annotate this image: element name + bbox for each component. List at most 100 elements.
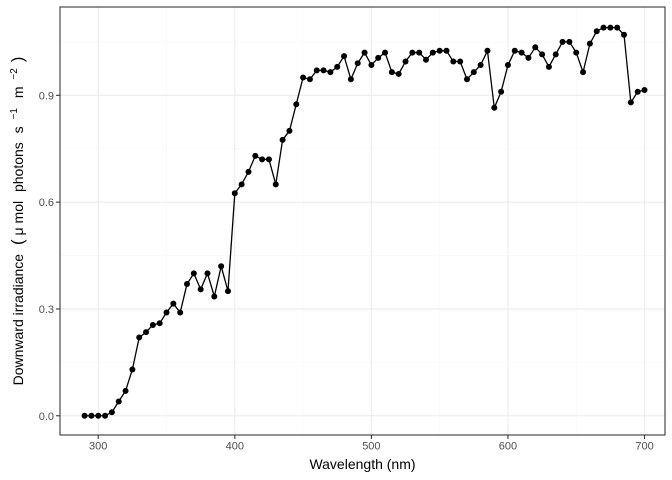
data-point bbox=[580, 69, 587, 76]
data-point bbox=[88, 412, 95, 419]
data-point bbox=[143, 329, 150, 336]
y-axis-title-m: m bbox=[10, 86, 26, 98]
data-point bbox=[614, 24, 621, 31]
data-point bbox=[231, 190, 238, 197]
data-point bbox=[252, 152, 259, 159]
data-point bbox=[320, 67, 327, 74]
data-point bbox=[177, 309, 184, 316]
data-point bbox=[313, 67, 320, 74]
x-tick-label: 600 bbox=[499, 441, 517, 453]
data-point bbox=[190, 270, 197, 277]
data-point bbox=[306, 76, 313, 83]
data-point bbox=[245, 168, 252, 175]
data-point bbox=[272, 181, 279, 188]
data-point bbox=[108, 409, 115, 416]
y-axis-title-s-exp: −1 bbox=[9, 108, 20, 120]
data-point bbox=[347, 76, 354, 83]
data-point bbox=[634, 88, 641, 95]
y-axis-title-s: s bbox=[10, 126, 26, 133]
data-point bbox=[334, 63, 341, 70]
data-point bbox=[327, 69, 334, 76]
data-point bbox=[429, 49, 436, 56]
data-point bbox=[211, 293, 218, 300]
x-axis-ticks: 300 400 500 600 700 bbox=[89, 435, 654, 453]
data-point bbox=[259, 156, 266, 163]
data-point bbox=[409, 49, 416, 56]
data-point bbox=[545, 63, 552, 70]
y-axis-title-prefix: Downward irradiance bbox=[10, 254, 26, 386]
data-point bbox=[621, 31, 628, 38]
data-point bbox=[559, 38, 566, 45]
data-point bbox=[122, 387, 129, 394]
points-layer bbox=[81, 24, 648, 419]
data-point bbox=[470, 69, 477, 76]
data-point bbox=[450, 58, 457, 65]
major-gridlines bbox=[60, 7, 665, 435]
data-point bbox=[170, 300, 177, 307]
y-axis-title-mu: μ bbox=[10, 227, 26, 235]
y-tick-label: 0.3 bbox=[39, 304, 54, 316]
data-point bbox=[354, 60, 361, 67]
data-point bbox=[463, 76, 470, 83]
data-point bbox=[566, 38, 573, 45]
data-point bbox=[388, 69, 395, 76]
data-point bbox=[600, 24, 607, 31]
panel-border bbox=[59, 6, 666, 436]
data-point bbox=[593, 28, 600, 35]
data-point bbox=[300, 74, 307, 81]
y-tick-label: 0.9 bbox=[39, 90, 54, 102]
data-point bbox=[457, 58, 464, 65]
x-axis-title: Wavelength (nm) bbox=[309, 456, 415, 472]
data-point bbox=[204, 270, 211, 277]
data-point bbox=[641, 86, 648, 93]
data-point bbox=[341, 53, 348, 60]
data-point bbox=[81, 412, 88, 419]
data-point bbox=[286, 127, 293, 134]
data-point bbox=[477, 62, 484, 69]
data-point bbox=[163, 309, 170, 316]
data-point bbox=[361, 49, 368, 56]
data-point bbox=[129, 366, 136, 373]
data-point bbox=[368, 62, 375, 69]
y-axis-title: Downward irradiance ( μ mol photons s −1… bbox=[4, 57, 27, 386]
data-point bbox=[156, 320, 163, 327]
data-point bbox=[265, 156, 272, 163]
y-axis-title-photons: photons bbox=[10, 142, 26, 192]
y-axis-ticks: 0.0 0.3 0.6 0.9 bbox=[39, 90, 60, 423]
y-axis-title-paren-open: ( bbox=[8, 239, 27, 245]
data-point bbox=[402, 58, 409, 65]
data-point bbox=[184, 281, 191, 288]
data-point bbox=[102, 412, 109, 419]
y-axis-title-paren-close: ) bbox=[8, 57, 27, 63]
data-point bbox=[136, 334, 143, 341]
data-point bbox=[491, 104, 498, 111]
data-point bbox=[395, 70, 402, 77]
minor-gridlines bbox=[60, 7, 665, 435]
data-point bbox=[224, 288, 231, 295]
data-point bbox=[423, 56, 429, 63]
data-point bbox=[627, 99, 634, 106]
y-tick-label: 0.0 bbox=[39, 411, 54, 423]
x-tick-label: 300 bbox=[89, 441, 107, 453]
data-point bbox=[573, 49, 580, 56]
data-point bbox=[382, 49, 389, 56]
data-point bbox=[586, 40, 593, 47]
y-axis-title-mol: mol bbox=[10, 201, 26, 224]
data-point bbox=[518, 49, 525, 56]
data-point bbox=[511, 47, 518, 54]
y-axis-title-m-exp: −2 bbox=[9, 68, 20, 80]
series-layer bbox=[84, 27, 645, 417]
data-point bbox=[484, 47, 491, 54]
data-point bbox=[532, 44, 539, 51]
data-point bbox=[443, 47, 450, 54]
data-point bbox=[607, 24, 614, 31]
data-point bbox=[293, 101, 300, 108]
series-line bbox=[84, 27, 645, 417]
data-point bbox=[525, 54, 532, 61]
data-point bbox=[218, 263, 225, 270]
data-point bbox=[238, 181, 245, 188]
data-point bbox=[279, 136, 286, 143]
y-tick-label: 0.6 bbox=[39, 197, 54, 209]
x-tick-label: 700 bbox=[635, 441, 653, 453]
